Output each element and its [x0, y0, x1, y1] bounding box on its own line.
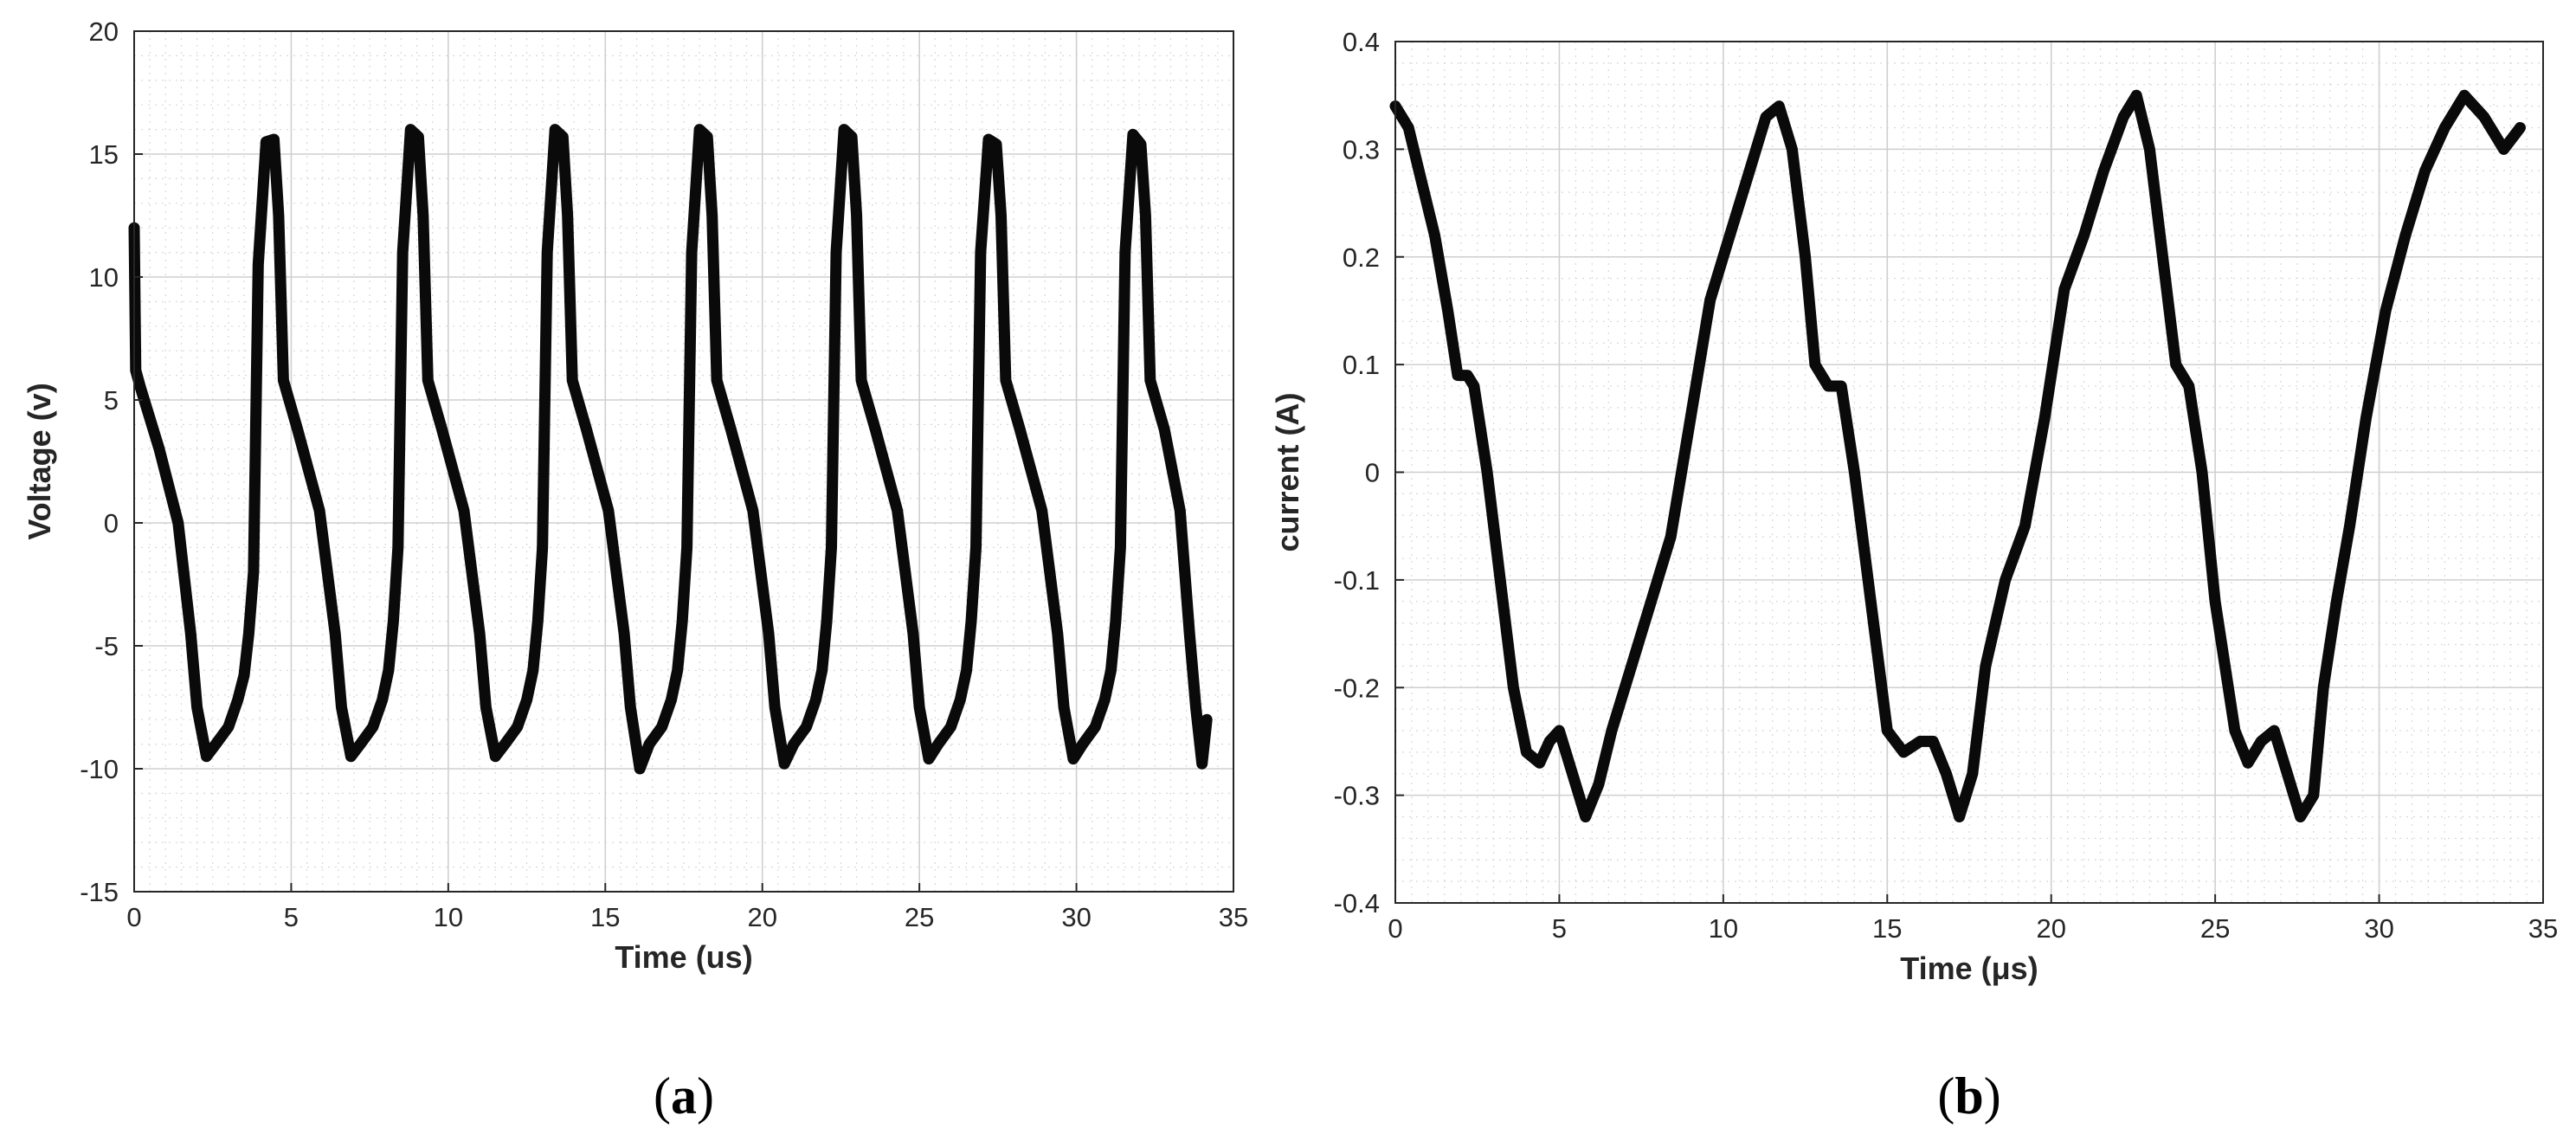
- y-tick-label: -0.3: [1334, 781, 1380, 811]
- caption-letter: b: [1955, 1067, 1983, 1125]
- y-axis-label: Voltage (v): [22, 383, 57, 539]
- y-tick-label: 5: [104, 385, 119, 416]
- y-tick-label: 10: [89, 262, 119, 293]
- y-tick-label: 15: [89, 139, 119, 170]
- y-tick-label: -0.1: [1334, 565, 1380, 596]
- y-tick-label: -10: [80, 754, 119, 784]
- figure-caption: (a): [654, 1067, 714, 1125]
- caption-paren: (: [654, 1067, 671, 1125]
- x-tick-label: 20: [747, 902, 776, 932]
- data-series-line: [1389, 89, 2526, 822]
- figure-caption: (b): [1937, 1067, 2000, 1125]
- axes-frame: [133, 30, 1234, 893]
- y-tick-label: -0.4: [1334, 888, 1380, 919]
- x-tick-label: 30: [2364, 913, 2393, 944]
- x-tick-label: 10: [434, 902, 463, 932]
- x-tick-label: 35: [1219, 902, 1248, 932]
- caption-letter: a: [671, 1067, 697, 1125]
- chart-voltage: 0 5 10 15 20 25 30 35 20 15 10 5 0 -5 -10 -15 Time (us) V…: [22, 16, 1248, 1125]
- y-tick-label: 0.2: [1343, 242, 1380, 273]
- data-series-line: [128, 124, 1213, 775]
- x-tick-label: 15: [590, 902, 620, 932]
- chart-current: 0 5 10 15 20 25 30 35 0.4 0.3 0.2 0.1 0 -0.1 -0.2 -0.3 -…: [1270, 27, 2558, 1125]
- y-tick-label: 20: [89, 16, 119, 47]
- x-axis-label: Time (μs): [1900, 951, 2038, 986]
- x-tick-label: 5: [1552, 913, 1567, 944]
- x-tick-label: 30: [1061, 902, 1091, 932]
- x-tick-label: 5: [284, 902, 299, 932]
- caption-paren: ): [697, 1067, 714, 1125]
- y-axis-label: current (A): [1270, 392, 1305, 551]
- y-tick-label: 0.3: [1343, 134, 1380, 164]
- x-tick-label: 20: [2036, 913, 2065, 944]
- y-tick-label: -15: [80, 877, 119, 907]
- x-tick-label: 0: [1388, 913, 1402, 944]
- y-tick-label: 0.1: [1343, 350, 1380, 380]
- caption-paren: (: [1937, 1067, 1955, 1125]
- x-axis-label: Time (us): [615, 939, 752, 975]
- y-tick-label: 0: [1365, 458, 1380, 488]
- x-tick-label: 10: [1709, 913, 1738, 944]
- y-tick-label: 0.4: [1343, 27, 1380, 57]
- y-tick-label: -5: [94, 631, 119, 661]
- x-tick-label: 0: [126, 902, 141, 932]
- x-tick-label: 25: [2200, 913, 2230, 944]
- x-tick-label: 35: [2528, 913, 2558, 944]
- y-tick-label: 0: [104, 508, 119, 538]
- x-tick-label: 25: [905, 902, 934, 932]
- caption-paren: ): [1984, 1067, 2001, 1125]
- x-tick-label: 15: [1872, 913, 1902, 944]
- y-tick-label: -0.2: [1334, 673, 1380, 703]
